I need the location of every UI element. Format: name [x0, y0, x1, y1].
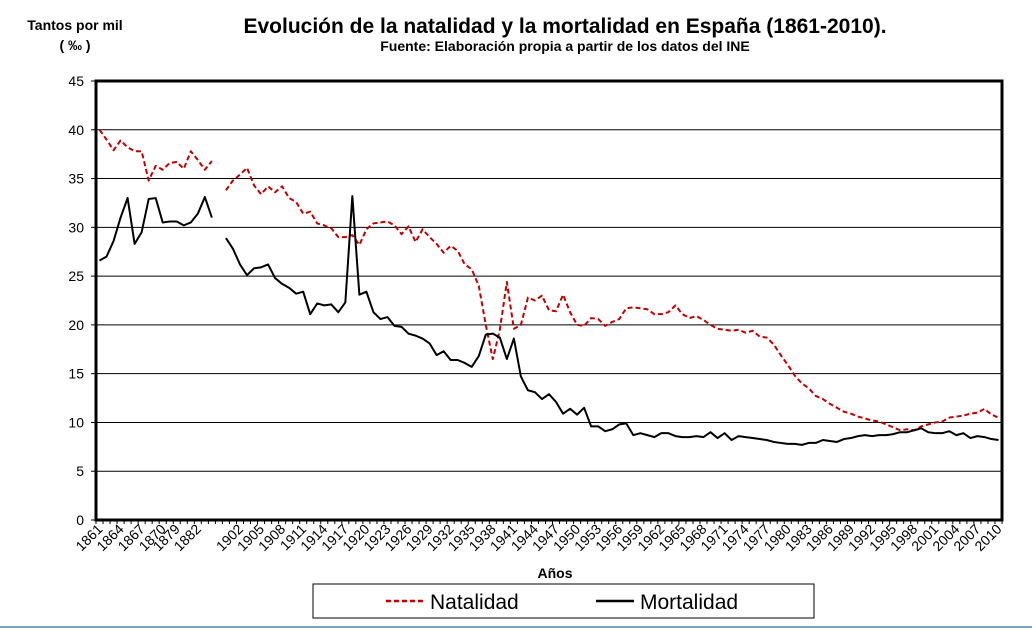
y-tick-label: 30 — [68, 219, 84, 235]
legend-label-mortalidad: Mortalidad — [640, 591, 738, 614]
y-tick-label: 40 — [68, 122, 84, 138]
chart-subtitle: Fuente: Elaboración propia a partir de l… — [380, 38, 750, 54]
y-tick-label: 0 — [76, 512, 84, 528]
y-tick-label: 5 — [76, 463, 84, 479]
series-line-mortalidad-segment-2 — [225, 195, 999, 446]
y-axis-label-line2: ( ‰ ) — [59, 37, 90, 53]
y-tick-label: 35 — [68, 171, 84, 187]
legend: Natalidad Mortalidad — [312, 583, 815, 619]
plot-series — [98, 129, 999, 446]
window-bottom-border — [0, 626, 1032, 628]
plot-area-border — [94, 79, 1004, 522]
chart-title: Evolución de la natalidad y la mortalida… — [243, 15, 886, 38]
series-line-natalidad-segment-1 — [98, 129, 213, 182]
y-axis-label-line1: Tantos por mil — [27, 17, 122, 33]
y-tick-label: 20 — [68, 317, 84, 333]
series-line-mortalidad-segment-1 — [99, 196, 213, 262]
y-tick-label: 45 — [68, 73, 84, 89]
series-line-natalidad-segment-2 — [225, 166, 999, 432]
y-tick-label: 25 — [68, 268, 84, 284]
y-tick-label: 15 — [68, 366, 84, 382]
y-axis-ticks: 0 5 10 15 20 25 30 35 40 45 — [68, 73, 96, 528]
legend-label-natalidad: Natalidad — [430, 591, 519, 614]
x-axis-label: Años — [538, 565, 573, 581]
y-tick-label: 10 — [68, 414, 84, 430]
